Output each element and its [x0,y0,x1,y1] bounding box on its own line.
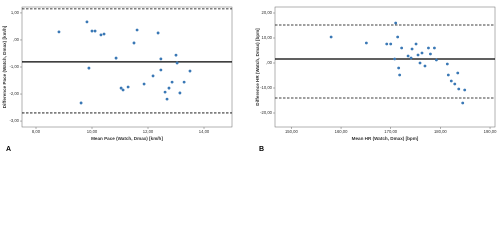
data-point [175,61,179,65]
x-tick-label: 160,00 [335,129,348,134]
y-tick-label: -3,00 [9,118,19,123]
data-point [406,54,410,58]
y-tick-label: 10,00 [262,35,273,40]
data-point [121,88,125,92]
data-point [445,62,449,66]
data-point [57,30,61,34]
data-point [178,91,182,95]
data-point [167,86,171,90]
data-point [102,32,106,36]
data-point [188,69,192,73]
x-tick-label: 14,00 [199,129,210,134]
x-tick-label: 180,00 [434,129,447,134]
data-point [182,80,186,84]
x-axis-title: Mean HR (Watch, Dmax) [bpm] [352,136,419,141]
y-tick-label: -2,00 [9,91,19,96]
x-tick-label: 12,00 [143,129,154,134]
data-point [114,56,118,60]
data-point [93,29,97,33]
data-point [170,80,174,84]
data-point [457,87,461,91]
data-point [329,35,333,39]
y-axis-title: Difference Pace (Watch, Dmax) [km/h] [2,25,7,108]
y-tick-label: -1,00 [9,64,19,69]
data-point [434,58,438,62]
data-point [142,82,146,86]
data-point [85,20,89,24]
data-point [151,74,155,78]
x-tick-label: 170,00 [384,129,397,134]
data-point [119,86,123,90]
data-point [409,56,413,60]
x-tick-label: 10,00 [87,129,98,134]
data-point [461,101,465,105]
data-point [163,90,167,94]
data-point [135,28,139,32]
y-tick-label: 20,00 [262,10,273,15]
data-point [364,41,368,45]
data-point [429,52,432,56]
data-point [389,42,393,46]
data-point [433,46,436,50]
data-point [423,64,427,68]
data-point [414,42,418,46]
data-point [393,57,397,61]
data-point [90,29,94,33]
y-tick-label: ,00 [266,60,272,65]
data-point [397,66,401,70]
data-point [99,33,103,37]
y-axis-title: Difference HR (Watch, Dmax) [bpm] [255,28,260,106]
data-point [87,66,91,70]
data-point [398,73,402,77]
data-point [416,53,420,57]
y-tick-label: -20,00 [260,110,273,115]
data-point [400,46,404,50]
data-point [418,61,422,65]
data-point [453,82,457,86]
x-tick-label: 8,00 [32,129,41,134]
x-axis-title: Mean Pace (Watch, Dmax) [km/h] [91,136,163,141]
data-point [420,51,424,55]
data-point [427,46,430,50]
data-point [446,73,450,77]
data-point [456,71,460,75]
panel-label: B [259,146,264,153]
data-point [165,97,169,101]
data-point [463,88,467,92]
data-point [385,42,389,46]
data-point [159,57,163,61]
data-point [126,85,130,89]
data-point [79,101,83,105]
data-point [132,41,136,45]
data-point [396,35,400,39]
chart: 8,00 10,00 12,00 14,00 1,00 ,00 -1,00 -2,00 -3,0… [2,6,497,153]
panel-label: A [6,146,11,153]
y-tick-label: ,00 [13,37,19,42]
data-point [394,21,398,25]
data-point [410,47,414,51]
plot-frame [274,6,496,128]
data-point [159,68,163,72]
y-tick-label: 1,00 [11,10,20,15]
x-tick-label: 190,00 [484,129,497,134]
y-tick-label: -10,00 [260,85,273,90]
data-point [174,53,178,57]
plot-frame [21,6,233,128]
data-point [156,31,160,35]
data-point [449,79,453,83]
x-tick-label: 150,00 [285,129,298,134]
